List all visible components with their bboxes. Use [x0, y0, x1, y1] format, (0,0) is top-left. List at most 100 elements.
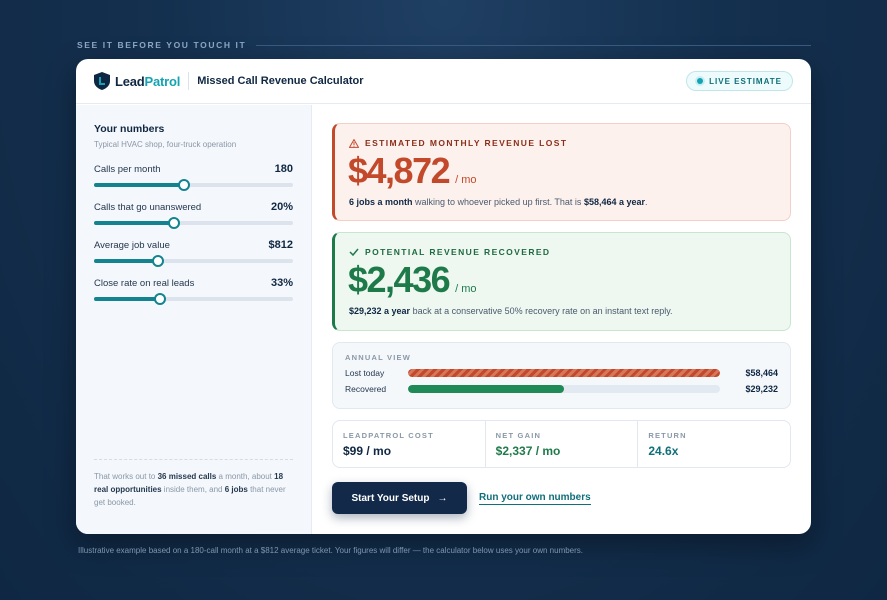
- stat-value: $2,337 / mo: [495, 444, 561, 458]
- stat-cost: LEADPATROL COST $99 / mo: [333, 421, 486, 467]
- lost-title: ESTIMATED MONTHLY REVENUE LOST: [349, 138, 567, 148]
- lost-desc-text: .: [645, 197, 648, 207]
- recovered-bar: [408, 385, 564, 393]
- stats-row: LEADPATROL COST $99 / mo NET GAIN $2,337…: [332, 420, 791, 468]
- recovered-title: POTENTIAL REVENUE RECOVERED: [349, 247, 550, 257]
- annual-row-recovered: Recovered $29,232: [345, 384, 778, 394]
- stat-return: RETURN 24.6x: [638, 421, 790, 467]
- recovered-amount-unit: / mo: [455, 283, 477, 295]
- recovered-description: $29,232 a year back at a conservative 50…: [349, 306, 673, 316]
- lost-desc-bold: $58,464 a year: [583, 197, 645, 207]
- live-dot-icon: [697, 78, 704, 84]
- annual-row-lost: Lost today $58,464: [345, 368, 778, 378]
- note-text: That works out to: [94, 472, 158, 481]
- note-text: that never get booked.: [94, 485, 286, 507]
- calculator-card: LeadPatrol Missed Call Revenue Calculato…: [76, 59, 811, 534]
- inputs-heading: Your numbers: [94, 123, 165, 135]
- slider-close-rate: Close rate on real leads 33%: [94, 277, 293, 305]
- lost-desc-bold: 6 jobs a month: [349, 197, 413, 207]
- bar-label: Recovered: [345, 384, 387, 394]
- shield-icon: [94, 72, 110, 90]
- inputs-panel: Your numbers Typical HVAC shop, four-tru…: [76, 105, 312, 534]
- bar-track: [408, 369, 720, 377]
- eyebrow-text: SEE IT BEFORE YOU TOUCH IT: [77, 40, 247, 50]
- check-icon: [349, 248, 359, 256]
- slider-job-value: Average job value $812: [94, 239, 293, 267]
- annual-label: ANNUAL VIEW: [345, 353, 411, 362]
- lost-desc-text: walking to whoever picked up first. That…: [412, 197, 584, 207]
- bar-track: [408, 385, 720, 393]
- slider-fill: [94, 221, 174, 225]
- recovered-amount-value: $2,436: [348, 259, 451, 300]
- brand-lead: Lead: [115, 73, 145, 89]
- eyebrow-rule: [256, 44, 811, 46]
- stat-label: NET GAIN: [495, 431, 542, 440]
- stat-net-gain: NET GAIN $2,337 / mo: [486, 421, 639, 467]
- arrow-right-icon: →: [437, 492, 448, 504]
- slider-thumb[interactable]: [167, 217, 180, 229]
- recovered-desc-bold: $29,232 a year: [349, 306, 411, 316]
- note-bold: 18 real opportunities: [94, 472, 284, 494]
- eyebrow: SEE IT BEFORE YOU TOUCH IT: [77, 40, 811, 50]
- brand-patrol: Patrol: [144, 73, 181, 89]
- slider-fill: [94, 183, 184, 187]
- summary-note: That works out to 36 missed calls a mont…: [94, 459, 293, 509]
- slider-value: 33%: [270, 277, 293, 289]
- slider-unanswered: Calls that go unanswered 20%: [94, 201, 293, 229]
- annual-view: ANNUAL VIEW Lost today $58,464 Recovered…: [332, 342, 791, 409]
- cta-row: Start Your Setup → Run your own numbers: [332, 482, 591, 514]
- lost-bar: [408, 369, 720, 377]
- revenue-recovered-panel: POTENTIAL REVENUE RECOVERED $2,436 / mo …: [332, 232, 791, 331]
- slider-fill: [94, 297, 160, 301]
- note-text: inside them, and: [161, 485, 225, 494]
- slider-label: Calls that go unanswered: [94, 202, 202, 213]
- stat-label: LEADPATROL COST: [343, 431, 434, 440]
- slider-label: Average job value: [94, 240, 170, 251]
- footnote: Illustrative example based on a 180-call…: [78, 546, 584, 555]
- slider-track[interactable]: [94, 255, 293, 267]
- note-bold: 36 missed calls: [157, 472, 217, 481]
- slider-label: Calls per month: [94, 164, 161, 175]
- page-title: Missed Call Revenue Calculator: [197, 75, 364, 87]
- lost-title-text: ESTIMATED MONTHLY REVENUE LOST: [365, 138, 568, 148]
- stat-value: 24.6x: [648, 444, 679, 458]
- recovered-amount: $2,436 / mo: [348, 259, 477, 301]
- start-setup-button[interactable]: Start Your Setup →: [332, 482, 467, 514]
- stat-label: RETURN: [648, 431, 687, 440]
- brand-name: LeadPatrol: [115, 74, 180, 89]
- header-divider: [188, 72, 190, 90]
- live-badge-label: LIVE ESTIMATE: [709, 76, 782, 86]
- bar-value: $58,464: [745, 368, 778, 378]
- stat-value: $99 / mo: [343, 444, 392, 458]
- lost-description: 6 jobs a month walking to whoever picked…: [349, 197, 648, 207]
- slider-value: $812: [268, 239, 293, 251]
- slider-thumb[interactable]: [153, 293, 166, 305]
- logo: LeadPatrol: [94, 72, 180, 90]
- live-estimate-badge: LIVE ESTIMATE: [686, 71, 793, 91]
- slider-value: 20%: [270, 201, 293, 213]
- lost-amount: $4,872 / mo: [348, 150, 477, 192]
- inputs-subtitle: Typical HVAC shop, four-truck operation: [94, 140, 237, 149]
- slider-thumb[interactable]: [177, 179, 190, 191]
- bar-label: Lost today: [345, 368, 385, 378]
- revenue-lost-panel: ESTIMATED MONTHLY REVENUE LOST $4,872 / …: [332, 123, 791, 221]
- start-setup-label: Start Your Setup: [351, 492, 430, 504]
- card-header: LeadPatrol Missed Call Revenue Calculato…: [76, 59, 811, 104]
- slider-track[interactable]: [94, 293, 293, 305]
- recovered-desc-text: back at a conservative 50% recovery rate…: [410, 306, 673, 316]
- slider-track[interactable]: [94, 217, 293, 229]
- lost-amount-unit: / mo: [455, 174, 477, 186]
- slider-label: Close rate on real leads: [94, 278, 195, 289]
- slider-thumb[interactable]: [151, 255, 164, 267]
- slider-value: 180: [274, 163, 293, 175]
- bar-value: $29,232: [745, 384, 778, 394]
- run-numbers-link[interactable]: Run your own numbers: [479, 491, 591, 505]
- slider-track[interactable]: [94, 179, 293, 191]
- note-text: a month, about: [216, 472, 275, 481]
- lost-amount-value: $4,872: [348, 150, 451, 191]
- slider-calls-per-month: Calls per month 180: [94, 163, 293, 191]
- recovered-title-text: POTENTIAL REVENUE RECOVERED: [365, 247, 551, 257]
- slider-fill: [94, 259, 158, 263]
- note-bold: 6 jobs: [224, 485, 248, 494]
- warning-icon: [349, 138, 359, 148]
